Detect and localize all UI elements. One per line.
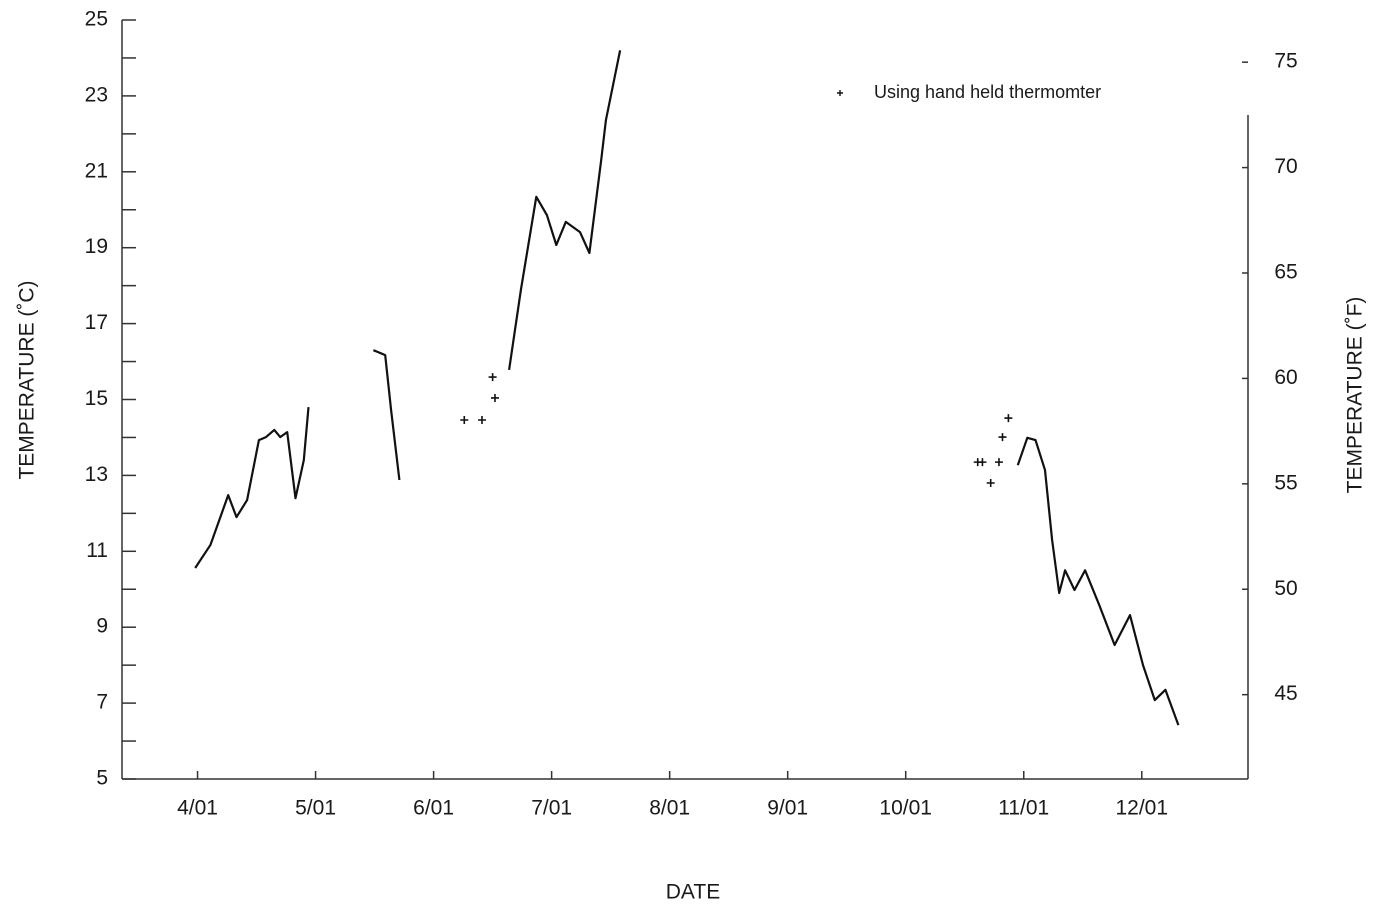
marker (477, 415, 486, 424)
y-tick-label: 25 (85, 8, 108, 31)
marker (994, 458, 1003, 467)
y-tick-label: 23 (85, 83, 108, 106)
marker (490, 393, 499, 402)
y-tick-label: 15 (85, 387, 108, 410)
x-tick-label: 9/01 (767, 797, 808, 820)
y-tick-label: 13 (85, 463, 108, 486)
x-tick-label: 7/01 (531, 797, 572, 820)
marker (978, 458, 987, 467)
line-segment (1016, 436, 1180, 726)
y2-tick-label: 75 (1274, 50, 1297, 73)
y-tick-label: 21 (85, 159, 108, 182)
y-tick-label: 7 (96, 691, 108, 714)
marker (488, 373, 497, 382)
y-tick-label: 5 (96, 767, 108, 790)
y-tick-label: 9 (96, 615, 108, 638)
x-tick-label: 8/01 (649, 797, 690, 820)
marker (460, 415, 469, 424)
y2-tick-label: 65 (1274, 261, 1297, 284)
line-segment (508, 50, 622, 371)
y-tick-label: 19 (85, 235, 108, 258)
y2-tick-label: 70 (1274, 155, 1297, 178)
x-tick-label: 6/01 (413, 797, 454, 820)
y2-axis-label: TEMPERATURE (˚F) (1344, 297, 1367, 494)
marker (986, 478, 995, 487)
line-segment (372, 349, 401, 481)
marker (1004, 414, 1013, 423)
line-segment (194, 407, 310, 569)
y-tick-label: 11 (86, 539, 108, 562)
x-tick-label: 4/01 (177, 797, 218, 820)
x-axis-label: DATE (666, 881, 720, 904)
y-axis-label: TEMPERATURE (˚C) (16, 280, 39, 479)
x-tick-label: 10/01 (879, 797, 932, 820)
legend-label: Using hand held thermomter (874, 82, 1101, 102)
marker (998, 433, 1007, 442)
y-tick-label: 17 (85, 311, 108, 334)
x-tick-label: 5/01 (295, 797, 336, 820)
y2-tick-label: 50 (1274, 577, 1297, 600)
x-tick-label: 12/01 (1115, 797, 1168, 820)
x-tick-label: 11/01 (998, 797, 1049, 820)
y2-tick-label: 45 (1274, 682, 1297, 705)
y2-tick-label: 60 (1274, 366, 1297, 389)
legend-marker (837, 90, 843, 96)
y2-tick-label: 55 (1274, 471, 1297, 494)
